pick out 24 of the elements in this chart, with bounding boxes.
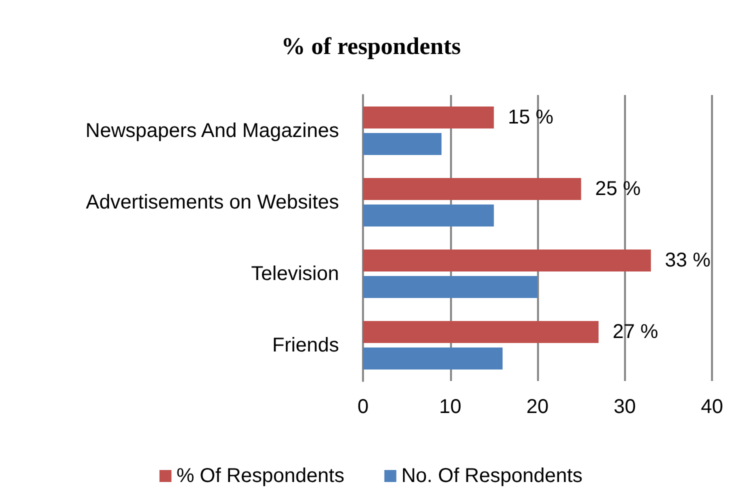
data-label: 15 %: [508, 106, 554, 129]
bar: [363, 204, 494, 226]
y-tick-label: Newspapers And Magazines: [86, 120, 339, 142]
y-tick-label: Friends: [272, 334, 339, 356]
x-tick-label: 40: [700, 396, 724, 418]
data-label: 25 %: [595, 178, 641, 200]
data-label: 27 %: [612, 321, 658, 344]
x-tick-label: 20: [526, 396, 549, 418]
bar: [363, 347, 503, 370]
bar: [363, 276, 538, 298]
bar: [363, 106, 494, 129]
bar: [363, 132, 442, 155]
data-label: 33 %: [664, 250, 711, 272]
x-tick-label: 30: [614, 396, 636, 418]
chart-title: % of respondents: [281, 34, 461, 60]
x-tick-label: 10: [439, 396, 462, 418]
bar: [363, 321, 599, 344]
legend-label: No. Of Respondents: [401, 465, 583, 487]
y-tick-label: Television: [251, 262, 339, 285]
x-tick-label: 0: [357, 396, 369, 418]
bar: [363, 178, 582, 200]
bar: [363, 250, 651, 272]
legend-label: % Of Respondents: [176, 465, 344, 487]
y-tick-label: Advertisements on Websites: [86, 191, 339, 214]
